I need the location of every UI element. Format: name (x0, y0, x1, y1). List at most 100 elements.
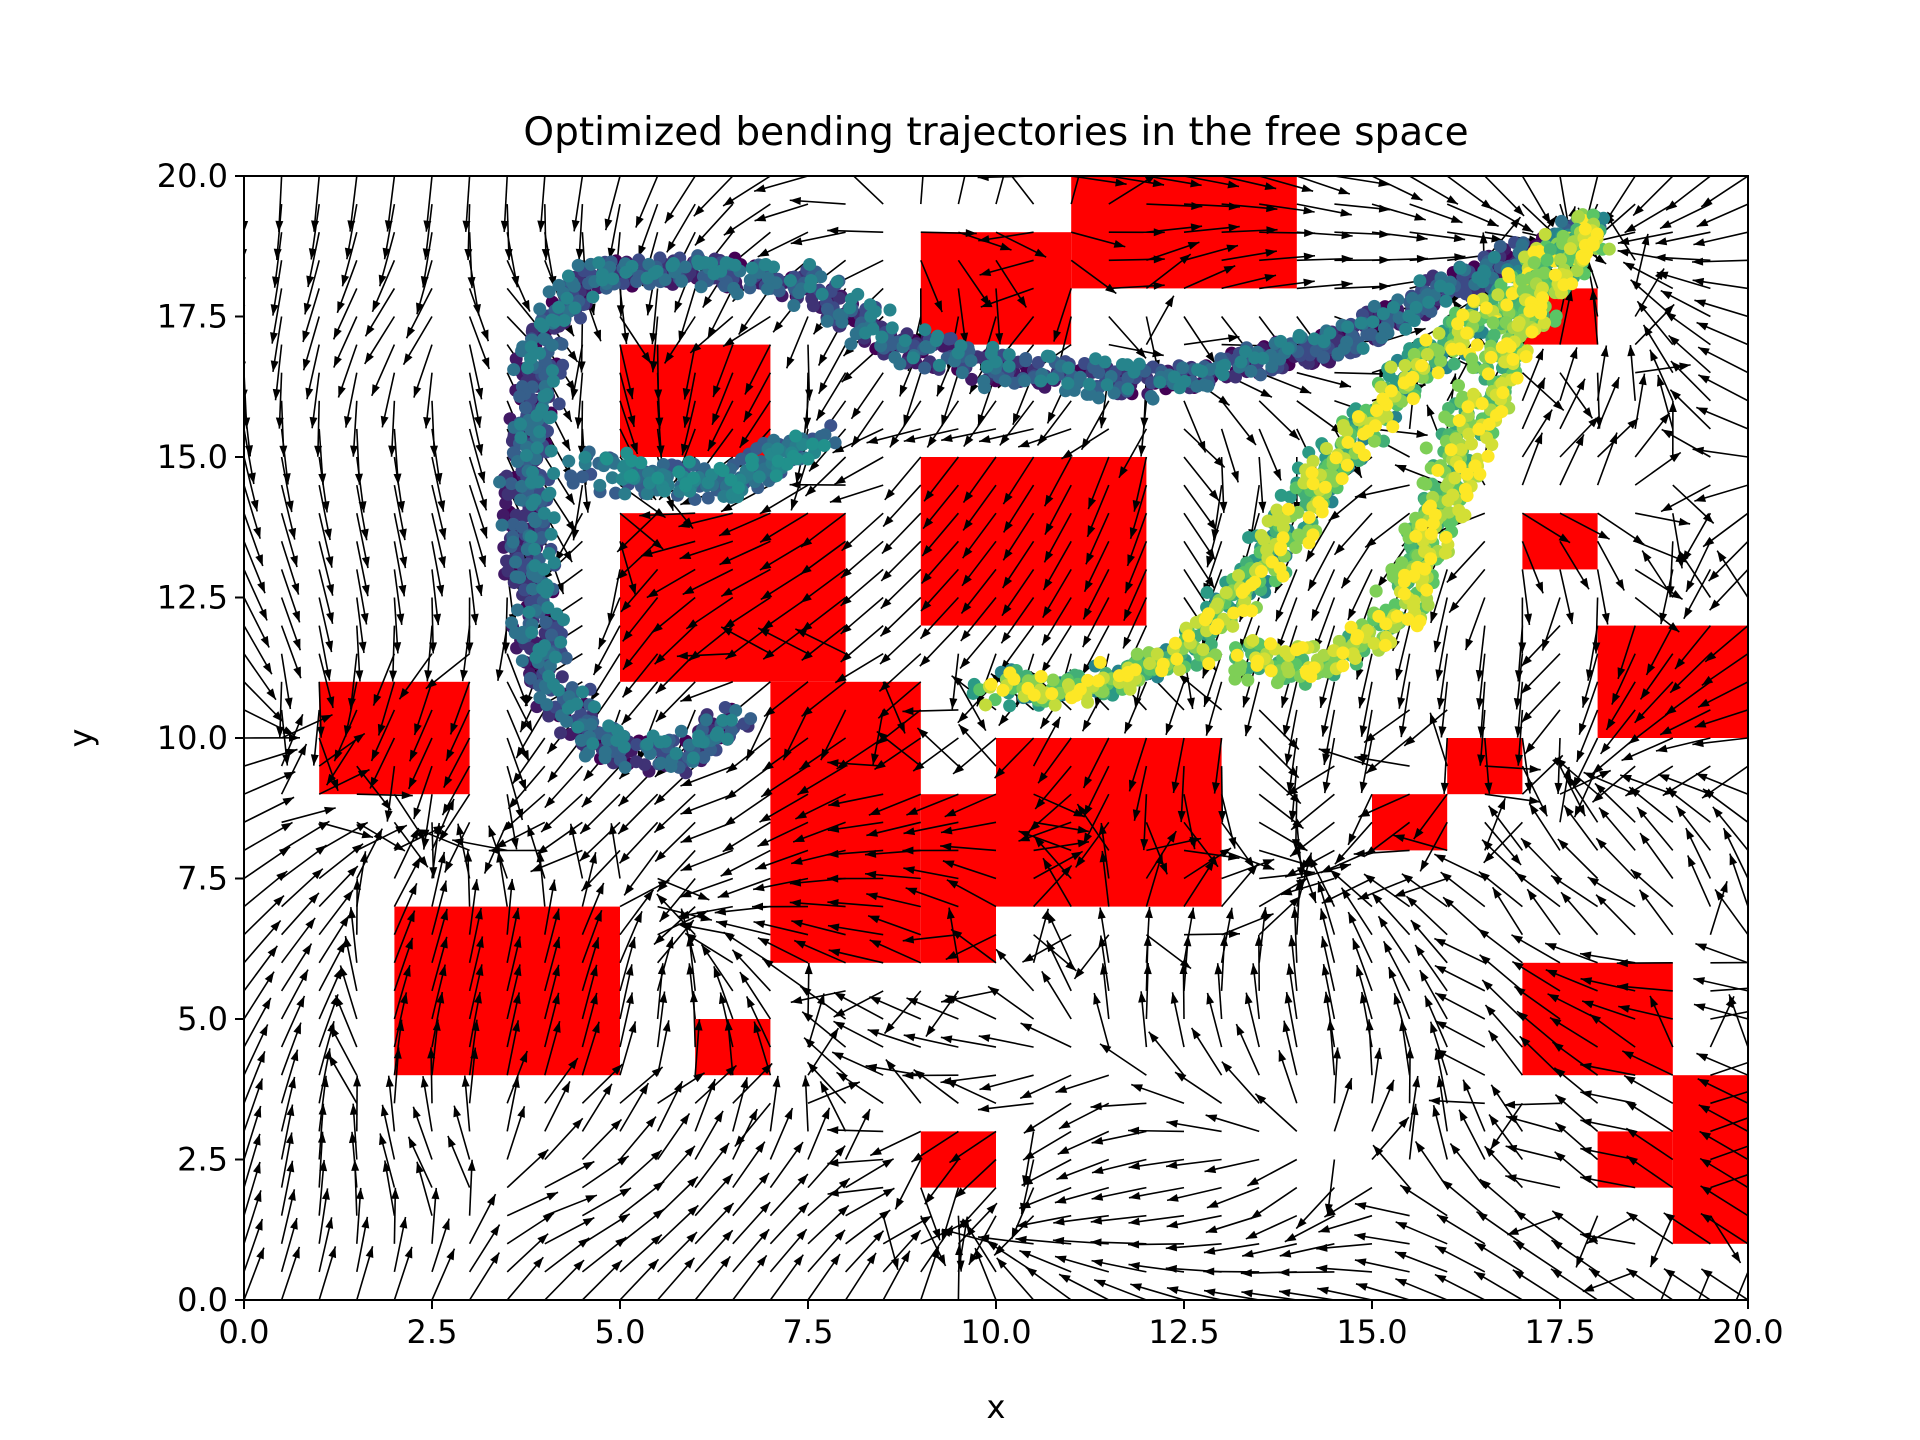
vector-arrow-323 (1504, 1100, 1561, 1109)
vector-arrow-490 (1616, 982, 1673, 992)
vector-arrow-6 (431, 1248, 456, 1300)
trajectory-point-2934 (1472, 422, 1486, 436)
trajectory-point-2925 (1481, 367, 1495, 381)
vector-arrow-590 (751, 902, 809, 911)
trajectory-point-1470 (542, 669, 556, 683)
trajectory-point-2916 (1523, 304, 1537, 318)
trajectory-point-1476 (564, 699, 578, 713)
vector-arrow-192 (1206, 1186, 1260, 1209)
vector-arrow-49 (506, 1233, 549, 1273)
trajectory-point-2362 (1254, 564, 1268, 578)
trajectory-point-1432 (533, 425, 547, 439)
vector-arrow-13 (694, 1255, 732, 1300)
trajectory-point-2400 (984, 677, 998, 691)
y-tick-label: 17.5 (157, 298, 228, 336)
vector-arrow-572 (1638, 889, 1674, 936)
chart-title: Optimized bending trajectories in the fr… (523, 110, 1468, 155)
trajectory-point-1146 (964, 354, 978, 368)
vector-arrow-553 (902, 933, 959, 944)
vector-arrow-556 (1022, 934, 1072, 963)
vector-arrow-579 (393, 856, 422, 907)
vector-arrow-317 (1332, 1047, 1341, 1104)
vector-arrow-309 (977, 1102, 1034, 1113)
trajectory-point-1487 (653, 735, 667, 749)
trajectory-point-1302 (1471, 271, 1485, 285)
vector-arrow-540 (468, 879, 480, 935)
vector-arrow-143 (956, 1215, 965, 1272)
vector-arrow-214 (544, 1117, 584, 1161)
trajectory-point-999 (519, 401, 533, 415)
vector-arrow-404 (1484, 1004, 1524, 1048)
vector-arrow-264 (827, 1126, 884, 1135)
trajectory-point-1353 (1040, 349, 1054, 363)
vector-arrow-594 (905, 887, 959, 908)
vector-arrow-368 (1710, 1061, 1748, 1076)
trajectory-point-1409 (586, 290, 600, 304)
vector-arrow-493 (244, 919, 282, 964)
trajectory-point-1489 (686, 751, 700, 765)
trajectory-point-2885 (1367, 636, 1381, 650)
vector-arrow-108 (1127, 1240, 1185, 1249)
trajectory-point-1296 (1487, 250, 1501, 264)
vector-arrow-247 (244, 1078, 264, 1132)
vector-arrow-369 (1696, 1052, 1748, 1076)
vector-arrow-88 (431, 1187, 440, 1244)
trajectory-point-2338 (1351, 410, 1365, 424)
trajectory-point-2930 (1461, 400, 1475, 414)
vector-arrow-399 (1323, 991, 1336, 1048)
trajectory-point-1358 (1002, 348, 1016, 362)
vector-arrow-501 (544, 908, 560, 964)
vector-arrow-702 (393, 821, 429, 868)
vector-arrow-559 (1183, 929, 1241, 938)
trajectory-point-2357 (1302, 536, 1316, 550)
vector-arrow-146 (1016, 1214, 1072, 1229)
trajectory-point-2298 (979, 698, 993, 712)
vector-arrow-252 (420, 1076, 433, 1132)
vector-arrow-377 (506, 992, 521, 1048)
vector-arrow-328 (1697, 1078, 1748, 1105)
trajectory-point-1858 (1200, 585, 1214, 599)
trajectory-point-629 (629, 755, 643, 769)
vector-arrow-197 (1414, 1140, 1448, 1189)
trajectory-point-2332 (1406, 392, 1420, 406)
trajectory-point-1414 (557, 313, 571, 327)
trajectory-point-1445 (525, 498, 539, 512)
trajectory-point-1633 (562, 454, 576, 468)
y-tick-label: 7.5 (177, 860, 228, 898)
trajectory-point-1918 (1447, 357, 1461, 371)
vector-arrow-31 (1317, 1286, 1373, 1300)
trajectory-point-1348 (1089, 352, 1103, 366)
trajectory-point-1553 (828, 436, 842, 450)
vector-arrow-695 (1636, 806, 1674, 851)
vector-arrow-183 (920, 1187, 941, 1241)
vector-arrow-468 (790, 990, 846, 1004)
trajectory-point-1270 (598, 745, 612, 759)
trajectory-point-1240 (509, 570, 523, 584)
trajectory-point-1138 (1018, 374, 1032, 388)
trajectory-point-2191 (1046, 673, 1060, 687)
vector-arrow-87 (391, 1187, 400, 1244)
y-tick-label: 10.0 (157, 719, 228, 757)
vector-arrow-597 (1042, 857, 1072, 908)
vector-arrow-124 (244, 1161, 261, 1216)
vector-arrow-814 (1521, 765, 1548, 817)
vector-arrow-186 (1010, 1187, 1035, 1240)
vector-arrow-226 (954, 1158, 997, 1199)
vector-arrow-384 (745, 996, 772, 1048)
trajectory-point-2360 (1276, 531, 1290, 545)
vector-arrow-150 (1166, 1214, 1222, 1229)
vector-arrow-441 (1355, 964, 1373, 1020)
trajectory-point-2347 (1305, 466, 1319, 480)
vector-arrow-746 (506, 794, 519, 850)
vector-arrow-466 (731, 949, 771, 992)
vector-arrow-260 (732, 1077, 749, 1132)
vector-arrow-4 (356, 1246, 374, 1300)
trajectory-point-2401 (996, 683, 1010, 697)
vector-arrow-488 (1545, 968, 1598, 992)
trajectory-point-1349 (1046, 372, 1060, 386)
vector-arrow-236 (1371, 1116, 1410, 1161)
vector-arrow-211 (412, 1106, 433, 1160)
vector-arrow-405 (1516, 1010, 1561, 1048)
trajectory-point-2959 (1397, 587, 1411, 601)
trajectory-point-2982 (1251, 654, 1265, 668)
